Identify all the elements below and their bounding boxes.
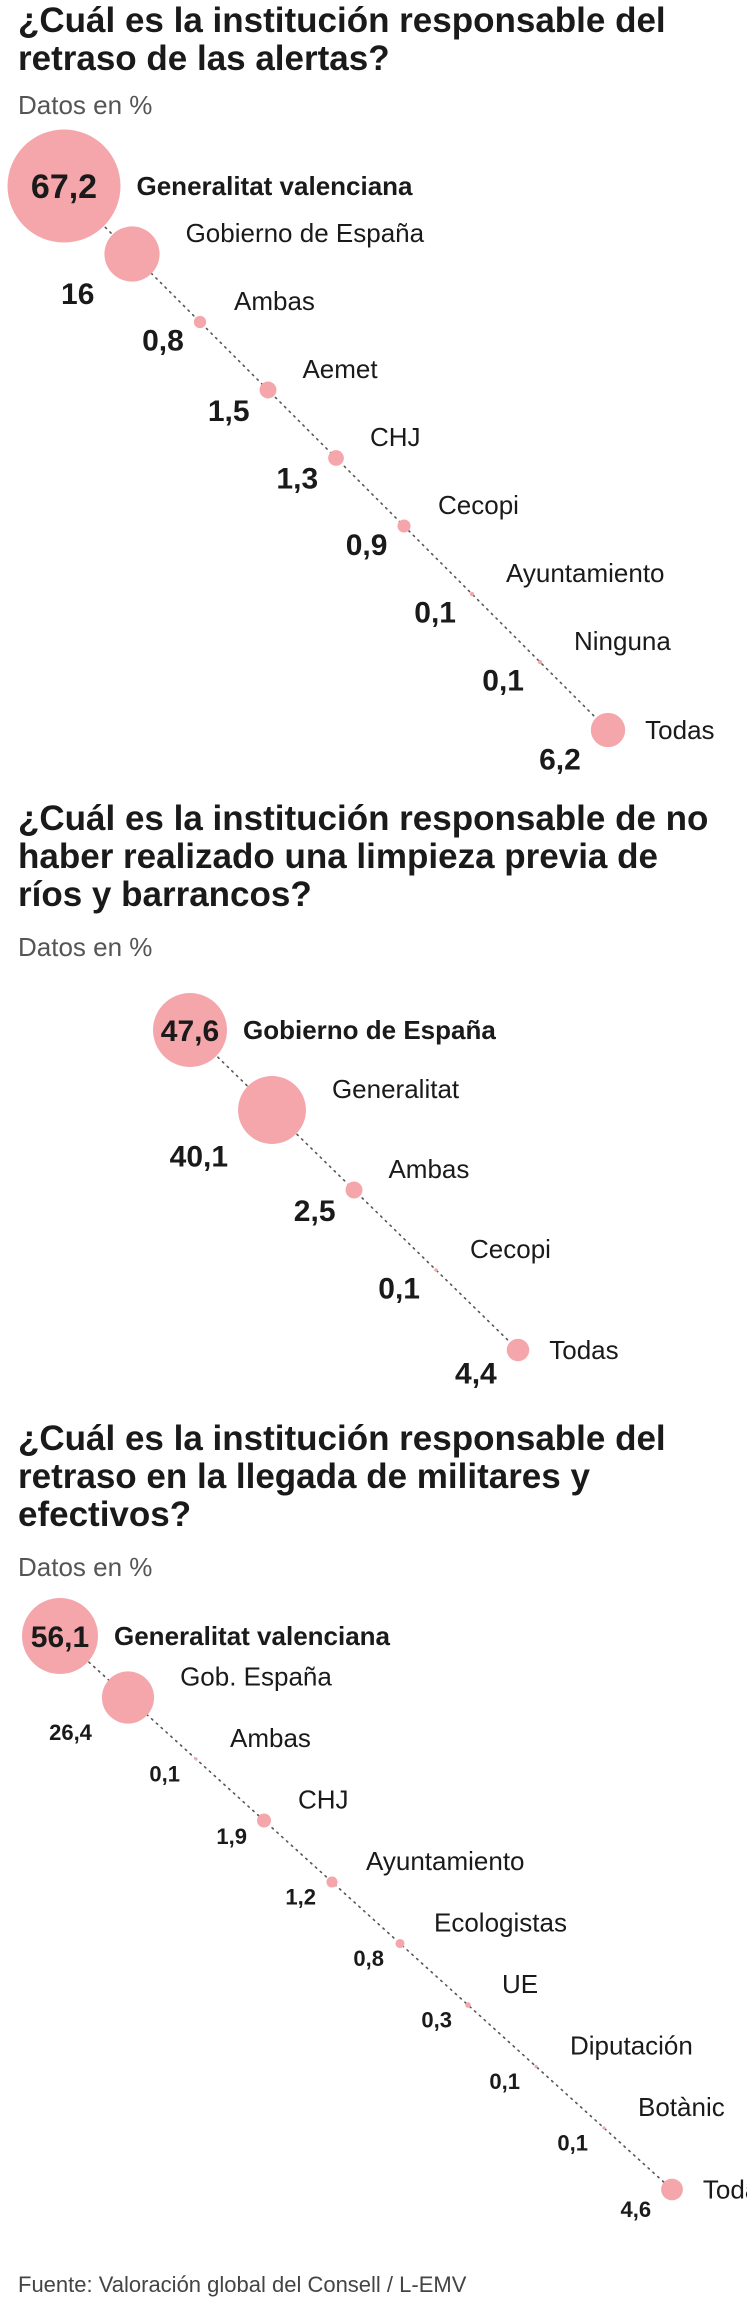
value-label-botanic: 0,1 bbox=[557, 2131, 588, 2156]
category-label-chj: CHJ bbox=[298, 1785, 349, 1815]
bubble-chart-3: 56,1 Generalitat valenciana 26,4 Gob. Españ… bbox=[22, 1598, 747, 2222]
value-label-todas: 4,6 bbox=[621, 2197, 652, 2222]
value-label-chj: 1,9 bbox=[216, 1824, 247, 1849]
chart-title: ¿Cuál es la institución responsable del … bbox=[18, 1419, 666, 1534]
bubble-diputacion bbox=[534, 2064, 538, 2069]
bubble-chj bbox=[257, 1813, 271, 1828]
chart-subtitle: Datos en % bbox=[18, 1552, 153, 1582]
bubble-todas bbox=[661, 2178, 683, 2201]
bubble-todas bbox=[506, 1338, 530, 1362]
category-label-chj: CHJ bbox=[370, 422, 421, 452]
chart-title: ¿Cuál es la institución responsable del … bbox=[18, 1, 666, 78]
category-label-generalitat: Generalitat bbox=[332, 1074, 460, 1104]
value-label-aemet: 1,5 bbox=[208, 395, 250, 428]
bubble-chart-2: 47,6 Gobierno de España 40,1 Generalitat 2,5… bbox=[153, 993, 619, 1391]
source-note: Fuente: Valoración global del Consell / … bbox=[18, 2272, 467, 2297]
category-label-ambas: Ambas bbox=[388, 1154, 469, 1184]
bubble-chart-1: 67,2 Generalitat valenciana 16 Gobierno de … bbox=[7, 129, 715, 777]
category-label-botanic: Botànic bbox=[638, 2092, 725, 2122]
category-label-ayuntamiento: Ayuntamiento bbox=[366, 1846, 525, 1876]
value-label-ue: 0,3 bbox=[421, 2008, 452, 2033]
bubble-ambas bbox=[193, 315, 207, 329]
bubble-gobierno-de-espana bbox=[104, 226, 160, 282]
chart-title: ¿Cuál es la institución responsable de n… bbox=[18, 799, 709, 914]
bubble-cecopi bbox=[434, 1268, 438, 1272]
value-label-ambas: 0,8 bbox=[142, 325, 184, 358]
category-label-generalitat-valenciana: Generalitat valenciana bbox=[137, 171, 414, 201]
bubble-generalitat bbox=[238, 1076, 306, 1144]
value-label-generalitat-valenciana: 56,1 bbox=[31, 1621, 89, 1654]
bubble-ambas bbox=[194, 1757, 198, 1761]
category-label-gobierno-de-espana: Gobierno de España bbox=[186, 218, 425, 248]
category-label-cecopi: Cecopi bbox=[438, 490, 519, 520]
bubble-ayuntamiento bbox=[469, 591, 475, 597]
value-label-ayuntamiento: 0,1 bbox=[414, 597, 456, 630]
value-label-todas: 4,4 bbox=[455, 1358, 497, 1391]
bubble-todas bbox=[590, 712, 626, 748]
value-label-generalitat-valenciana: 67,2 bbox=[31, 168, 97, 206]
value-label-cecopi: 0,1 bbox=[378, 1273, 420, 1306]
value-label-ecologistas: 0,8 bbox=[353, 1946, 384, 1971]
bubble-ninguna bbox=[537, 659, 543, 665]
value-label-todas: 6,2 bbox=[539, 744, 581, 777]
category-label-ambas: Ambas bbox=[230, 1723, 311, 1753]
bubble-chj bbox=[328, 450, 344, 466]
value-label-generalitat: 40,1 bbox=[170, 1140, 228, 1173]
bubble-aemet bbox=[259, 381, 277, 399]
category-label-ambas: Ambas bbox=[234, 286, 315, 316]
value-label-ambas: 0,1 bbox=[149, 1762, 180, 1787]
bubble-cecopi bbox=[397, 519, 411, 533]
category-label-gob-espana: Gob. España bbox=[180, 1662, 332, 1692]
bubble-botanic bbox=[602, 2126, 606, 2130]
bubble-gob-espana bbox=[101, 1671, 155, 1724]
category-label-diputacion: Diputación bbox=[570, 2031, 693, 2061]
bubble-ue bbox=[465, 2002, 471, 2008]
category-label-ue: UE bbox=[502, 1969, 538, 1999]
bubble-generalitat-valenciana bbox=[22, 1598, 98, 1674]
category-label-aemet: Aemet bbox=[302, 354, 378, 384]
category-label-todas: Todas bbox=[703, 2175, 747, 2205]
value-label-gobierno-de-espana: 47,6 bbox=[161, 1015, 219, 1048]
category-label-ninguna: Ninguna bbox=[574, 626, 671, 656]
bubble-ecologistas bbox=[395, 1938, 405, 1949]
bubble-generalitat-valenciana bbox=[7, 129, 121, 243]
value-label-diputacion: 0,1 bbox=[489, 2069, 520, 2094]
value-label-chj: 1,3 bbox=[276, 462, 318, 495]
value-label-cecopi: 0,9 bbox=[346, 529, 388, 562]
category-label-cecopi: Cecopi bbox=[470, 1234, 551, 1264]
category-label-generalitat-valenciana: Generalitat valenciana bbox=[114, 1621, 391, 1651]
value-label-ambas: 2,5 bbox=[294, 1195, 336, 1228]
bubble-gobierno-de-espana bbox=[153, 993, 227, 1067]
category-label-gobierno-de-espana: Gobierno de España bbox=[243, 1015, 496, 1045]
category-label-ecologistas: Ecologistas bbox=[434, 1908, 567, 1938]
category-label-ayuntamiento: Ayuntamiento bbox=[506, 558, 665, 588]
chart-subtitle: Datos en % bbox=[18, 932, 153, 962]
value-label-ninguna: 0,1 bbox=[482, 665, 524, 698]
bubble-ambas bbox=[345, 1181, 363, 1199]
chart-subtitle: Datos en % bbox=[18, 90, 153, 120]
value-label-gob-espana: 26,4 bbox=[49, 1720, 93, 1745]
value-label-ayuntamiento: 1,2 bbox=[285, 1885, 316, 1910]
category-label-todas: Todas bbox=[549, 1335, 618, 1365]
category-label-todas: Todas bbox=[645, 715, 714, 745]
value-label-gobierno-de-espana: 16 bbox=[61, 278, 94, 311]
connector-line bbox=[59, 1635, 673, 2191]
bubble-ayuntamiento bbox=[326, 1876, 338, 1888]
